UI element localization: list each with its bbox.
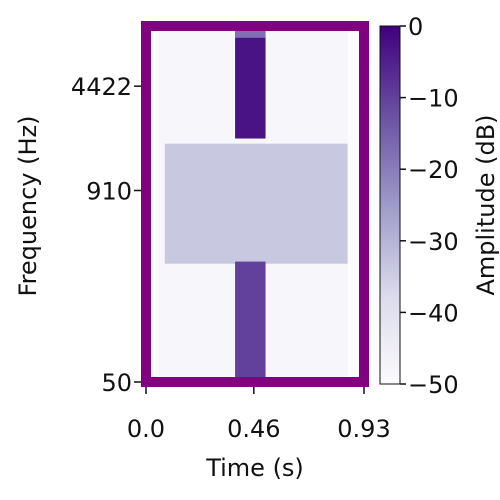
x-axis-label: Time (s) bbox=[205, 454, 304, 482]
x-tick-label: 0.0 bbox=[127, 415, 165, 443]
y-tick-label: 910 bbox=[86, 177, 132, 205]
spectrogram-region-2 bbox=[164, 143, 348, 264]
colorbar-tick-label: −20 bbox=[408, 156, 459, 184]
y-axis-label: Frequency (Hz) bbox=[14, 116, 42, 297]
spectrogram-region-5 bbox=[235, 261, 266, 382]
y-tick-label: 50 bbox=[101, 369, 132, 397]
plot-frame bbox=[141, 21, 369, 387]
colorbar-tick-label: 0 bbox=[408, 13, 423, 41]
colorbar-tick-label: −50 bbox=[408, 371, 459, 399]
colorbar-gradient bbox=[379, 25, 401, 385]
spectrogram-region-3 bbox=[235, 29, 266, 139]
colorbar: 0 −10 −20 −30 −40 −50 Amplitude (dB) bbox=[379, 13, 500, 399]
x-tick-label: 0.93 bbox=[337, 415, 390, 443]
colorbar-tick-label: −10 bbox=[408, 85, 459, 113]
x-tick-label: 0.46 bbox=[227, 415, 280, 443]
y-axis: 50 910 4422 bbox=[71, 73, 141, 397]
y-tick-label: 4422 bbox=[71, 73, 132, 101]
x-axis: 0.0 0.46 0.93 bbox=[127, 387, 391, 443]
colorbar-tick-label: −40 bbox=[408, 299, 459, 327]
colorbar-tick-label: −30 bbox=[408, 228, 459, 256]
spectrogram-region-4 bbox=[235, 29, 266, 38]
colorbar-label: Amplitude (dB) bbox=[472, 114, 500, 295]
plot-area bbox=[141, 21, 369, 387]
